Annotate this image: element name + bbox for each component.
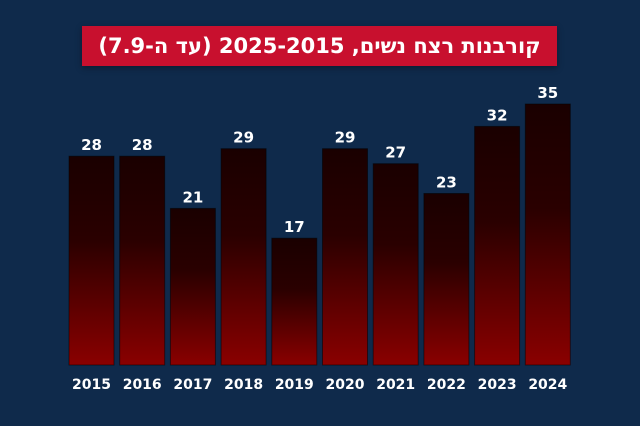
chart-title: קורבנות רצח נשים, 2025-2015 (עד ה-7.9) (98, 34, 541, 58)
year-labels-group: 2015 2016 2017 2018 2019 2020 2021 2022 2023 2024 (72, 377, 568, 393)
x-tick-label-2024: 2024 (528, 377, 567, 393)
x-tick-label-2023: 2023 (478, 377, 517, 393)
bar-2022 (423, 193, 470, 366)
value-label-2023: 32 (487, 106, 508, 124)
bar-2015 (68, 155, 115, 366)
bar-2019 (271, 237, 318, 366)
value-labels-group: 28 28 21 29 17 29 27 23 32 35 (81, 84, 558, 236)
x-tick-label-2018: 2018 (224, 377, 263, 393)
value-label-2016: 28 (132, 136, 153, 154)
x-tick-label-2021: 2021 (376, 377, 415, 393)
x-tick-label-2022: 2022 (427, 377, 466, 393)
value-label-2018: 29 (233, 129, 254, 147)
value-label-2020: 29 (335, 129, 356, 147)
x-tick-label-2017: 2017 (173, 377, 212, 393)
bar-2023 (474, 125, 521, 366)
bar-2017 (169, 207, 216, 366)
bar-2024 (524, 103, 571, 366)
value-label-2024: 35 (537, 84, 558, 102)
chart-title-box: קורבנות רצח נשים, 2025-2015 (עד ה-7.9) (82, 26, 557, 66)
value-label-2015: 28 (81, 136, 102, 154)
bars-group (68, 103, 571, 366)
value-label-2021: 27 (385, 144, 406, 162)
value-label-2019: 17 (284, 218, 305, 236)
value-label-2022: 23 (436, 174, 457, 192)
x-tick-label-2016: 2016 (123, 377, 162, 393)
bar-2016 (119, 155, 166, 366)
x-tick-label-2019: 2019 (275, 377, 314, 393)
value-label-2017: 21 (182, 188, 203, 206)
bar-2021 (372, 163, 419, 366)
x-tick-label-2015: 2015 (72, 377, 111, 393)
bar-2020 (322, 148, 368, 366)
bar-2018 (220, 148, 267, 366)
x-tick-label-2020: 2020 (326, 377, 365, 393)
